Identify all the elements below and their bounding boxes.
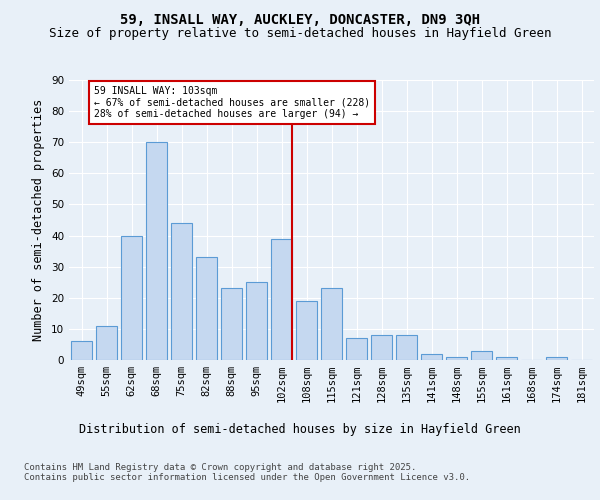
Bar xyxy=(446,357,467,360)
Bar xyxy=(496,357,517,360)
Bar xyxy=(121,236,142,360)
Bar xyxy=(421,354,442,360)
Text: Size of property relative to semi-detached houses in Hayfield Green: Size of property relative to semi-detach… xyxy=(49,28,551,40)
Bar xyxy=(171,223,192,360)
Y-axis label: Number of semi-detached properties: Number of semi-detached properties xyxy=(32,99,46,341)
Text: 59, INSALL WAY, AUCKLEY, DONCASTER, DN9 3QH: 59, INSALL WAY, AUCKLEY, DONCASTER, DN9 … xyxy=(120,12,480,26)
Bar xyxy=(471,350,492,360)
Bar xyxy=(546,357,567,360)
Text: Distribution of semi-detached houses by size in Hayfield Green: Distribution of semi-detached houses by … xyxy=(79,422,521,436)
Text: Contains HM Land Registry data © Crown copyright and database right 2025.
Contai: Contains HM Land Registry data © Crown c… xyxy=(24,462,470,482)
Bar xyxy=(396,335,417,360)
Bar xyxy=(371,335,392,360)
Bar xyxy=(71,342,92,360)
Text: 59 INSALL WAY: 103sqm
← 67% of semi-detached houses are smaller (228)
28% of sem: 59 INSALL WAY: 103sqm ← 67% of semi-deta… xyxy=(94,86,370,120)
Bar xyxy=(196,258,217,360)
Bar xyxy=(246,282,267,360)
Bar xyxy=(346,338,367,360)
Bar xyxy=(296,301,317,360)
Bar xyxy=(96,326,117,360)
Bar xyxy=(321,288,342,360)
Bar xyxy=(146,142,167,360)
Bar xyxy=(221,288,242,360)
Bar xyxy=(271,238,292,360)
